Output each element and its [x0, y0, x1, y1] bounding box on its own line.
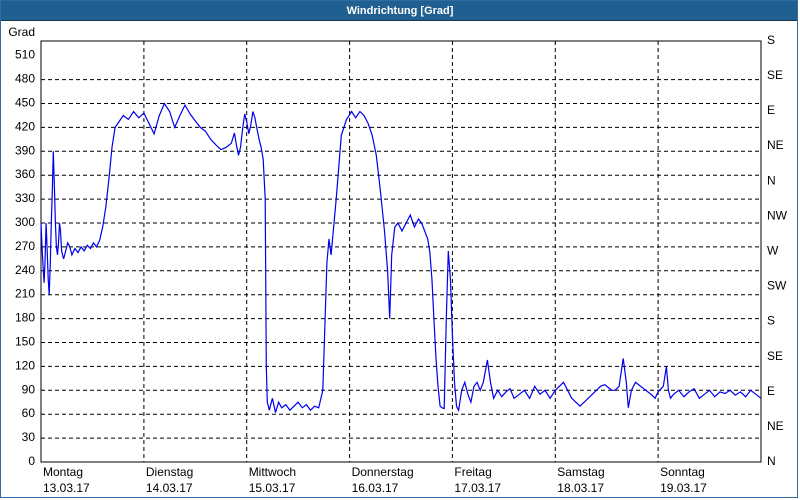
svg-text:90: 90 — [22, 382, 36, 396]
svg-text:Freitag: Freitag — [454, 465, 491, 479]
svg-text:18.03.17: 18.03.17 — [557, 481, 604, 495]
svg-text:15.03.17: 15.03.17 — [249, 481, 296, 495]
svg-text:390: 390 — [15, 143, 35, 157]
svg-text:14.03.17: 14.03.17 — [146, 481, 193, 495]
svg-text:Sonntag: Sonntag — [660, 465, 705, 479]
svg-text:16.03.17: 16.03.17 — [352, 481, 399, 495]
svg-text:240: 240 — [15, 263, 35, 277]
svg-text:SE: SE — [767, 68, 783, 82]
svg-text:Grad: Grad — [8, 25, 35, 39]
svg-text:60: 60 — [22, 406, 36, 420]
svg-text:120: 120 — [15, 358, 35, 372]
svg-text:S: S — [767, 33, 775, 47]
svg-text:E: E — [767, 384, 775, 398]
svg-text:NE: NE — [767, 138, 784, 152]
svg-text:420: 420 — [15, 119, 35, 133]
svg-text:17.03.17: 17.03.17 — [454, 481, 501, 495]
svg-text:300: 300 — [15, 215, 35, 229]
svg-text:Montag: Montag — [43, 465, 83, 479]
svg-text:480: 480 — [15, 72, 35, 86]
svg-text:Donnerstag: Donnerstag — [352, 465, 414, 479]
svg-text:SW: SW — [767, 279, 787, 293]
svg-text:450: 450 — [15, 96, 35, 110]
svg-text:S: S — [767, 314, 775, 328]
svg-text:Dienstag: Dienstag — [146, 465, 193, 479]
svg-text:30: 30 — [22, 430, 36, 444]
svg-text:360: 360 — [15, 167, 35, 181]
svg-text:E: E — [767, 103, 775, 117]
svg-text:N: N — [767, 454, 776, 468]
svg-text:Mittwoch: Mittwoch — [249, 465, 296, 479]
svg-text:510: 510 — [15, 48, 35, 62]
svg-text:13.03.17: 13.03.17 — [43, 481, 90, 495]
svg-text:N: N — [767, 173, 776, 187]
svg-text:210: 210 — [15, 287, 35, 301]
svg-text:NE: NE — [767, 419, 784, 433]
svg-text:180: 180 — [15, 311, 35, 325]
svg-text:330: 330 — [15, 191, 35, 205]
svg-text:19.03.17: 19.03.17 — [660, 481, 707, 495]
svg-text:Samstag: Samstag — [557, 465, 604, 479]
svg-text:W: W — [767, 244, 779, 258]
svg-text:SE: SE — [767, 349, 783, 363]
svg-text:NW: NW — [767, 208, 788, 222]
svg-text:270: 270 — [15, 239, 35, 253]
svg-text:150: 150 — [15, 335, 35, 349]
svg-text:0: 0 — [28, 454, 35, 468]
